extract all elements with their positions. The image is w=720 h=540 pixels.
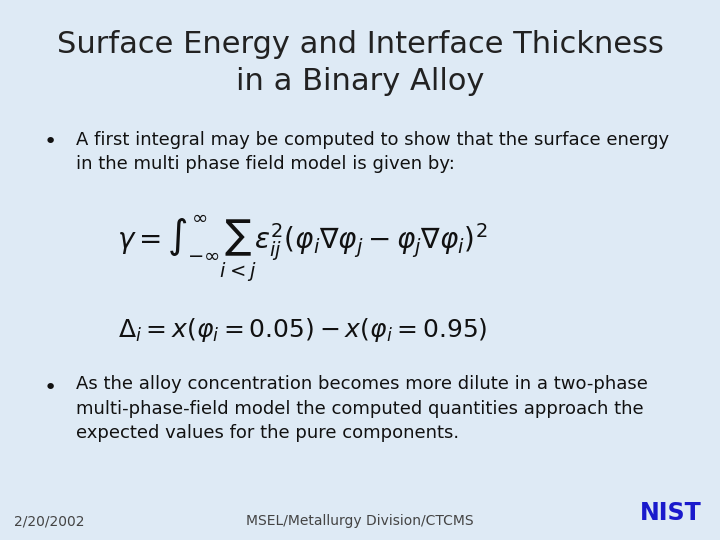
- Text: MSEL/Metallurgy Division/CTCMS: MSEL/Metallurgy Division/CTCMS: [246, 514, 474, 528]
- Text: Surface Energy and Interface Thickness
in a Binary Alloy: Surface Energy and Interface Thickness i…: [57, 30, 663, 96]
- Text: $\gamma = \int_{-\infty}^{\infty} \sum_{i<j} \varepsilon_{ij}^{2}(\varphi_i \nab: $\gamma = \int_{-\infty}^{\infty} \sum_{…: [117, 213, 487, 283]
- Text: $\Delta_i = x(\varphi_i = 0.05) - x(\varphi_i = 0.95)$: $\Delta_i = x(\varphi_i = 0.05) - x(\var…: [117, 316, 487, 344]
- Text: 2/20/2002: 2/20/2002: [14, 514, 85, 528]
- Text: NIST: NIST: [640, 501, 702, 525]
- Text: As the alloy concentration becomes more dilute in a two-phase
multi-phase-field : As the alloy concentration becomes more …: [76, 375, 647, 442]
- Text: •: •: [43, 378, 56, 398]
- Text: •: •: [43, 132, 56, 152]
- Text: A first integral may be computed to show that the surface energy
in the multi ph: A first integral may be computed to show…: [76, 131, 669, 173]
